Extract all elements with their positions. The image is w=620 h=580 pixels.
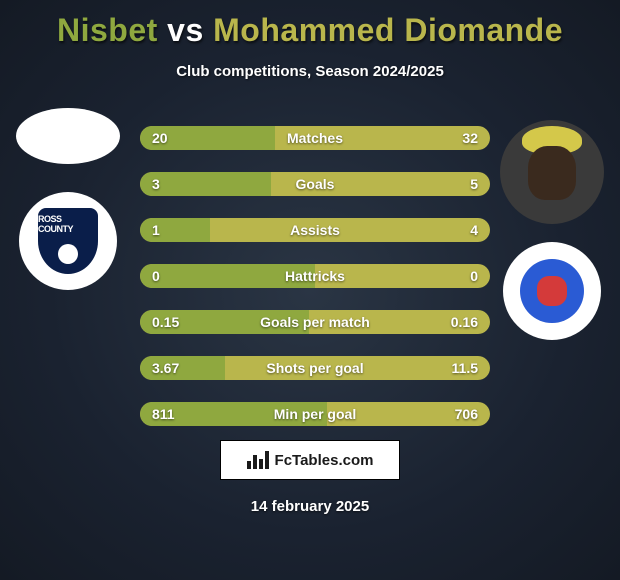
stat-row: 3Goals5	[140, 172, 490, 196]
lion-icon	[537, 276, 567, 306]
comparison-title: Nisbet vs Mohammed Diomande	[0, 0, 620, 49]
stat-value-p2: 0	[470, 268, 478, 284]
stats-bars: 20Matches32 3Goals5 1Assists4 0Hattricks0 0.…	[140, 126, 490, 448]
stat-label: Matches	[140, 130, 490, 146]
ross-county-shield-icon: ROSS COUNTY	[38, 208, 98, 274]
rangers-badge-icon	[520, 259, 584, 323]
player2-name: Mohammed Diomande	[213, 12, 563, 48]
stat-row: 3.67Shots per goal11.5	[140, 356, 490, 380]
shield-text: ROSS COUNTY	[38, 214, 98, 234]
stat-label: Goals per match	[140, 314, 490, 330]
stat-row: 20Matches32	[140, 126, 490, 150]
stat-row: 1Assists4	[140, 218, 490, 242]
player2-avatar	[500, 120, 604, 224]
stat-value-p2: 0.16	[451, 314, 478, 330]
football-icon	[58, 244, 78, 264]
stat-label: Min per goal	[140, 406, 490, 422]
stat-value-p2: 32	[462, 130, 478, 146]
player2-club-badge	[503, 242, 601, 340]
bar-chart-icon	[247, 451, 269, 469]
right-column	[492, 120, 612, 340]
brand-logo[interactable]: FcTables.com	[220, 440, 400, 480]
stat-label: Assists	[140, 222, 490, 238]
stat-value-p2: 5	[470, 176, 478, 192]
left-column: ROSS COUNTY	[8, 108, 128, 290]
stat-row: 0.15Goals per match0.16	[140, 310, 490, 334]
footer-date: 14 february 2025	[0, 498, 620, 515]
stat-label: Goals	[140, 176, 490, 192]
stat-value-p2: 11.5	[452, 360, 478, 376]
stat-row: 811Min per goal706	[140, 402, 490, 426]
stat-value-p2: 4	[470, 222, 478, 238]
subtitle: Club competitions, Season 2024/2025	[0, 63, 620, 80]
stat-row: 0Hattricks0	[140, 264, 490, 288]
vs-label: vs	[167, 12, 204, 48]
player1-club-badge: ROSS COUNTY	[19, 192, 117, 290]
stat-label: Hattricks	[140, 268, 490, 284]
player1-name: Nisbet	[57, 12, 158, 48]
stat-value-p2: 706	[455, 406, 478, 422]
brand-text: FcTables.com	[275, 452, 374, 469]
player1-avatar-placeholder	[16, 108, 120, 164]
stat-label: Shots per goal	[140, 360, 490, 376]
